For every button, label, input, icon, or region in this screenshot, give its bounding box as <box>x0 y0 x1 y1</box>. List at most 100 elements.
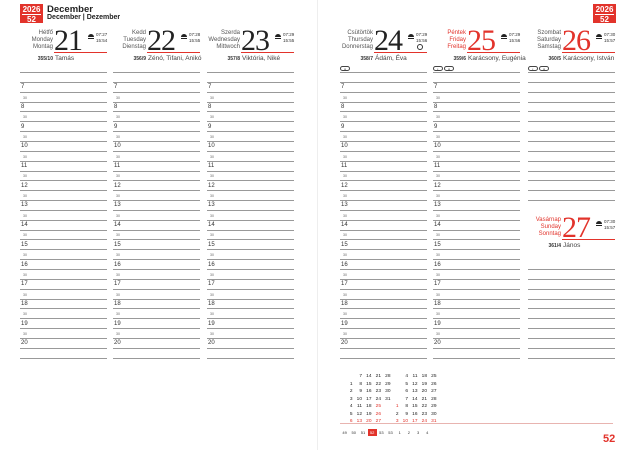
week-number[interactable]: 2 <box>407 430 411 435</box>
hour-label: 20 <box>21 340 28 347</box>
week-number[interactable]: 49 <box>342 430 347 435</box>
half-hour-label: 30 <box>210 154 214 159</box>
horizon <box>181 37 187 39</box>
ruled-line <box>433 111 520 113</box>
ruled-line <box>528 337 615 339</box>
week-number[interactable]: 52 <box>367 429 377 436</box>
day-column-27[interactable]: Vasárnap Sunday Sonntag 27 07:30 15:57 361/4 Já… <box>528 0 615 370</box>
ruled-line <box>20 278 107 280</box>
ruled-line <box>340 318 427 320</box>
mini-calendar-january_2027: 4 11 18 25 5 12 19 26 6 13 20 27 7 14 21 28 1 8 15 22 29 2 9 16… <box>389 374 437 427</box>
hour-label: 13 <box>21 202 28 209</box>
week-number[interactable]: 51 <box>360 430 366 435</box>
day-column-25[interactable]: Péntek Friday Freitag 25 07:29 15:56 359/6 Kará… <box>433 0 526 370</box>
week-number[interactable]: 1 <box>398 430 401 435</box>
day-header: Csütörtök Thursday Donnerstag 24 07:29 15:56 3… <box>340 26 427 64</box>
mini-calendar-day: 20 <box>366 419 372 424</box>
mini-calendar-day: 9 <box>405 411 408 417</box>
ruled-line <box>340 308 427 310</box>
ruled-line <box>207 91 294 93</box>
name-day: Ádám, Éva <box>375 55 407 62</box>
day-column-24[interactable]: Csütörtök Thursday Donnerstag 24 07:29 15:56 3… <box>340 0 427 370</box>
page-number: 52 <box>603 433 616 445</box>
sun-times: 07:29 15:56 <box>509 32 520 44</box>
hour-label: 8 <box>208 103 212 110</box>
half-hour-label: 30 <box>343 312 347 317</box>
ruled-line <box>113 347 200 349</box>
day-name: Monday <box>31 37 53 43</box>
mini-calendar-day: 30 <box>431 411 437 417</box>
day-name: Sunday <box>540 224 561 230</box>
week-number[interactable]: 3 <box>416 430 420 435</box>
sunrise-time: 07:27 <box>96 32 108 37</box>
ruled-line <box>113 209 200 211</box>
mini-calendar-day: 3 <box>395 419 399 424</box>
ruled-line <box>20 150 107 152</box>
day-column-26[interactable]: Szombat Saturday Samstag 26 07:30 15:57 360/5 K… <box>528 0 615 370</box>
half-hour-label: 30 <box>116 174 120 179</box>
day-names: Szombat Saturday Samstag <box>537 30 561 51</box>
horizon <box>408 37 414 39</box>
name-day: Viktória, Niké <box>242 55 281 62</box>
day-column-21[interactable]: Hétfő Monday Montag 21 07:27 15:54 355/10 Tamás… <box>20 0 107 370</box>
day-name: Tuesday <box>123 37 146 43</box>
day-column-23[interactable]: Szerda Wednesday Mittwoch 23 07:29 15:55 357/8… <box>207 0 294 370</box>
ruled-line <box>207 269 294 270</box>
day-column-22[interactable]: Kedd Tuesday Dienstag 22 07:28 15:55 356/9 Zénó… <box>113 0 201 370</box>
hour-label: 14 <box>21 222 28 229</box>
ruled-line <box>340 72 427 73</box>
ruled-line <box>340 121 427 123</box>
week-number[interactable]: 4 <box>426 430 429 435</box>
ruled-line <box>20 239 107 241</box>
mini-calendar-day: 5 <box>349 411 353 417</box>
ruled-line <box>433 170 520 172</box>
mini-calendar-day: 28 <box>385 374 391 379</box>
week-number[interactable]: 53 <box>388 430 393 435</box>
ruled-line <box>20 328 107 329</box>
ruled-line <box>113 150 200 152</box>
sun-half <box>596 34 602 37</box>
ruled-line <box>207 239 294 241</box>
year: 2026 <box>595 5 614 14</box>
half-hour-label: 30 <box>23 95 27 100</box>
day-of-year: 360/5 <box>548 56 561 62</box>
hour-label: 8 <box>341 103 345 110</box>
day-number: 27 <box>562 211 591 244</box>
mini-calendar-day: 23 <box>421 411 427 417</box>
ruled-line <box>340 160 427 162</box>
hour-label: 19 <box>21 320 28 327</box>
mini-calendar-day: 15 <box>412 404 418 409</box>
ruled-line <box>20 101 107 103</box>
ruled-line <box>20 200 107 201</box>
hour-label: 7 <box>21 84 25 91</box>
ruled-line <box>340 91 427 93</box>
hour-label: 11 <box>341 163 348 169</box>
ruled-line <box>433 72 520 73</box>
ruled-line <box>20 347 107 349</box>
ruled-line <box>20 308 107 310</box>
mini-calendar-day: 23 <box>375 389 381 394</box>
week-number[interactable]: 50 <box>351 430 356 435</box>
day-header: Péntek Friday Freitag 25 07:29 15:56 359/6 Kará… <box>433 26 525 64</box>
mini-calendar-day: 28 <box>431 396 437 402</box>
day-number: 22 <box>147 24 176 57</box>
sun-times: 07:27 15:54 <box>96 32 107 44</box>
ruled-line <box>113 269 200 270</box>
hour-label: 16 <box>434 261 441 268</box>
hour-label: 12 <box>208 182 215 189</box>
hour-label: 8 <box>434 103 438 110</box>
half-hour-label: 30 <box>116 331 120 336</box>
day-name: Péntek <box>447 30 466 36</box>
sunrise-time: 07:29 <box>509 32 521 37</box>
mini-calendar-day: 18 <box>421 374 427 379</box>
half-hour-label: 30 <box>436 331 440 336</box>
half-hour-label: 30 <box>210 233 214 238</box>
half-hour-label: 30 <box>23 174 27 179</box>
ruled-line <box>433 131 520 132</box>
day-name: Friday <box>449 37 466 43</box>
day-number: 26 <box>562 24 591 57</box>
ruled-line <box>207 190 294 191</box>
day-name: Thursday <box>347 37 373 43</box>
week-number[interactable]: 53 <box>379 430 384 435</box>
sunrise-sunset-icon <box>275 34 281 39</box>
